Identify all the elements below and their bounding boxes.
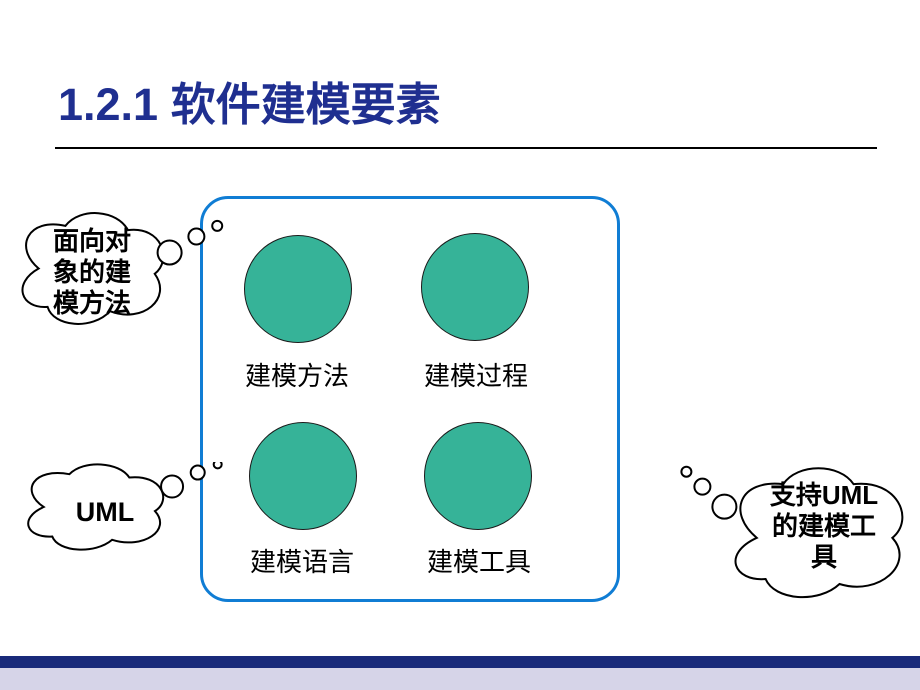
cloud-text-uml-tool: 支持UML的建模工具 (754, 480, 894, 574)
cloud-oo-method: 面向对象的建模方法 (16, 210, 256, 340)
footer-light (0, 668, 920, 690)
title-underline (55, 147, 877, 149)
element-label-3: 建模工具 (409, 542, 549, 579)
element-label-1: 建模过程 (406, 356, 546, 393)
element-circle-3 (424, 422, 532, 530)
element-label-0: 建模方法 (227, 356, 367, 393)
footer-bar (0, 656, 920, 690)
cloud-uml-tool: 支持UML的建模工具 (596, 450, 916, 610)
page-title: 1.2.1 软件建模要素 (58, 68, 441, 133)
element-label-2: 建模语言 (232, 542, 372, 579)
footer-dark (0, 656, 920, 668)
cloud-text-oo-method: 面向对象的建模方法 (44, 226, 140, 320)
element-circle-2 (249, 422, 357, 530)
cloud-uml: UML (22, 462, 252, 562)
element-circle-0 (244, 235, 352, 343)
element-circle-1 (421, 233, 529, 341)
cloud-text-uml: UML (70, 496, 140, 528)
